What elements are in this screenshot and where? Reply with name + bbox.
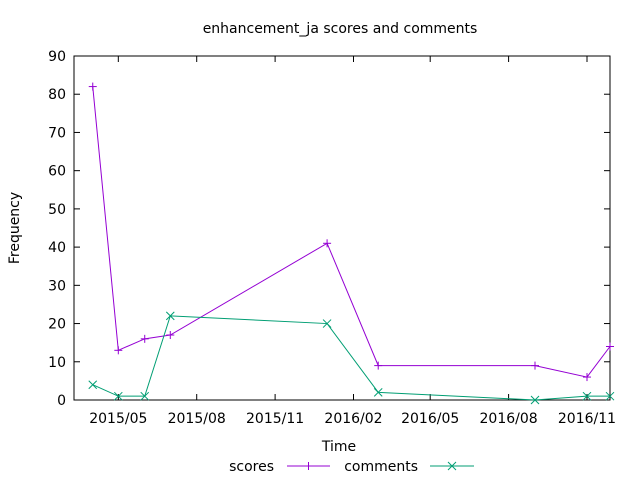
series-layer [88,82,615,405]
series-line-comments [92,315,610,401]
data-point-comments [373,388,383,397]
y-tick-label: 10 [48,355,66,371]
y-axis: 0 10 20 30 40 50 60 70 80 90 [48,49,610,409]
y-tick-label: 70 [48,125,66,141]
data-point-comments [582,391,592,401]
data-point-scores [114,346,123,355]
x-tick-label: 2016/11 [558,411,616,427]
series-scores [88,82,614,382]
y-tick-label: 20 [48,317,66,333]
y-tick-label: 40 [48,240,66,256]
x-tick-label: 2016/08 [480,411,538,427]
series-comments [88,311,615,405]
legend-marker-scores [304,462,313,470]
data-point-comments [530,395,540,405]
data-point-comments [140,391,150,401]
data-point-scores [88,82,97,91]
x-tick-label: 2015/11 [246,411,304,427]
legend: scores comments [229,459,474,475]
data-point-comments [322,319,332,328]
data-point-scores [531,361,540,370]
legend-marker-comments [447,461,457,471]
x-tick-label: 2015/05 [89,411,147,427]
y-tick-label: 80 [48,87,66,103]
data-point-comments [165,311,175,321]
data-point-scores [166,331,175,340]
y-tick-label: 0 [57,393,66,409]
chart-title: enhancement_ja scores and comments [203,21,478,37]
y-axis-label: Frequency [7,192,23,264]
data-point-comments [113,391,123,401]
x-tick-label: 2015/08 [168,411,226,427]
data-point-scores [323,239,332,248]
data-point-scores [582,373,591,382]
y-tick-label: 90 [48,49,66,65]
data-point-scores [140,334,149,343]
legend-label-scores: scores [229,459,274,475]
legend-label-comments: comments [344,459,418,475]
x-tick-label: 2016/02 [324,411,382,427]
plot-area-border [73,55,611,401]
y-tick-label: 60 [48,164,66,180]
data-point-comments [605,391,615,401]
x-tick-label: 2016/05 [401,411,459,427]
y-tick-label: 50 [48,202,66,218]
data-point-scores [606,342,614,351]
data-point-scores [374,361,383,370]
y-tick-label: 30 [48,278,66,294]
data-point-comments [88,380,98,390]
x-axis: 2015/05 2015/08 2015/11 2016/02 2016/05 2016/… [89,56,616,427]
x-axis-label: Time [321,439,356,455]
